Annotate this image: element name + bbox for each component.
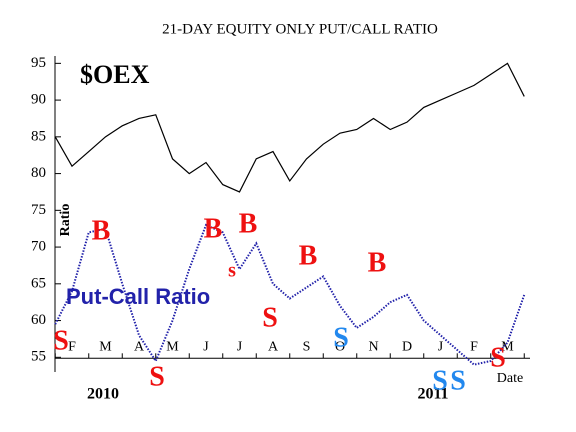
x-axis-label: Date xyxy=(497,371,523,386)
y-tick-label: 90 xyxy=(31,92,46,108)
series-label: $OEX xyxy=(80,60,150,89)
signal-annotation: S xyxy=(333,322,349,353)
x-tick-label: N xyxy=(368,340,378,355)
x-tick-label: A xyxy=(268,340,279,355)
y-tick-label: 60 xyxy=(31,312,46,328)
year-label: 2010 xyxy=(87,386,119,403)
series-line xyxy=(54,62,525,193)
chart-title: 21-DAY EQUITY ONLY PUT/CALL RATIO xyxy=(162,21,438,37)
y-tick-label: 85 xyxy=(31,128,46,144)
signal-annotation: B xyxy=(299,240,318,271)
x-tick-label: J xyxy=(438,340,444,355)
y-tick-label: 75 xyxy=(31,202,46,218)
signal-annotation: B xyxy=(92,215,111,246)
signal-annotation: S xyxy=(490,342,506,373)
signal-annotation: B xyxy=(239,208,258,239)
x-tick-label: A xyxy=(134,340,145,355)
signal-annotation: S xyxy=(450,365,466,396)
y-axis-label: Ratio xyxy=(58,204,73,237)
x-tick-label: M xyxy=(501,340,514,355)
signal-annotation: B xyxy=(204,213,223,244)
signal-annotation: S xyxy=(53,325,69,356)
x-tick-label: M xyxy=(166,340,179,355)
y-tick-label: 65 xyxy=(31,275,46,291)
x-tick-label: M xyxy=(99,340,112,355)
y-tick-label: 70 xyxy=(31,239,46,255)
x-tick-label: O xyxy=(335,340,345,355)
signal-annotation: S xyxy=(149,361,165,392)
signal-annotation: B xyxy=(368,247,387,278)
signal-annotation: S xyxy=(432,365,448,396)
signal-annotation: s xyxy=(228,260,236,282)
x-tick-label: D xyxy=(402,340,412,355)
x-tick-label: S xyxy=(303,340,311,355)
x-tick-label: J xyxy=(237,340,243,355)
series-label: Put-Call Ratio xyxy=(66,284,210,309)
year-label: 2011 xyxy=(417,386,448,403)
y-tick-label: 55 xyxy=(31,349,46,365)
signal-annotation: S xyxy=(262,302,278,333)
x-tick-label: J xyxy=(203,340,209,355)
x-tick-label: F xyxy=(470,340,478,355)
x-tick-label: F xyxy=(68,340,76,355)
y-tick-label: 80 xyxy=(31,165,46,181)
y-tick-label: 95 xyxy=(31,55,46,71)
series-line xyxy=(54,223,526,366)
